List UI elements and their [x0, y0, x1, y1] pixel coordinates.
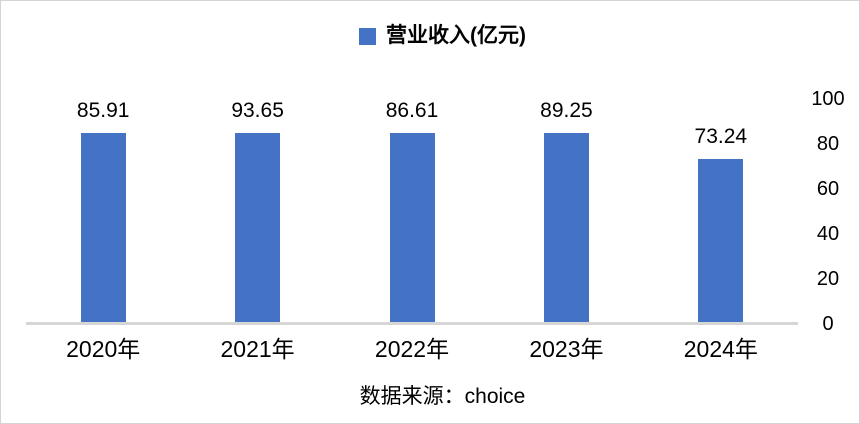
bar-slot: 73.24 [644, 99, 798, 324]
bar-slot: 86.61 [335, 99, 489, 324]
x-axis-label: 2022年 [374, 336, 450, 362]
legend: 营业收入(亿元) [26, 23, 859, 49]
bar-value-label: 85.91 [76, 99, 130, 122]
x-axis-label: 2021年 [220, 336, 295, 362]
legend-marker-icon [359, 27, 376, 45]
x-axis-label: 2023年 [529, 336, 604, 362]
x-axis-label: 2020年 [66, 336, 141, 362]
y-axis: 0 20 40 60 80 100 [800, 88, 856, 335]
x-axis-label: 2024年 [683, 336, 758, 362]
plot-area: 85.91 93.65 86.61 89.25 73.24 [26, 99, 798, 324]
y-axis-tick-label: 40 [816, 223, 840, 245]
y-axis-tick-label: 100 [811, 88, 845, 110]
source-caption: 数据来源：choice [359, 385, 526, 408]
bar-value-label: 93.65 [231, 99, 284, 122]
bar [235, 133, 281, 324]
y-axis-tick-label: 80 [816, 133, 840, 155]
x-axis-line [26, 322, 798, 325]
bar [80, 133, 126, 324]
bar-value-label: 86.61 [385, 99, 439, 122]
bar [389, 133, 435, 324]
y-axis-tick-label: 60 [816, 178, 840, 200]
bar [543, 133, 589, 324]
legend-label: 营业收入(亿元) [386, 24, 526, 47]
bar-slot: 89.25 [489, 99, 643, 324]
bar-slot: 85.91 [26, 99, 180, 324]
bar-slot: 93.65 [180, 99, 334, 324]
bar-value-label: 73.24 [694, 125, 748, 148]
x-axis: 2020年 2021年 2022年 2023年 2024年 [26, 335, 798, 363]
bar-value-label: 89.25 [540, 99, 593, 122]
y-axis-tick-label: 0 [822, 313, 834, 335]
bar [698, 159, 744, 324]
y-axis-tick-label: 20 [816, 268, 840, 290]
